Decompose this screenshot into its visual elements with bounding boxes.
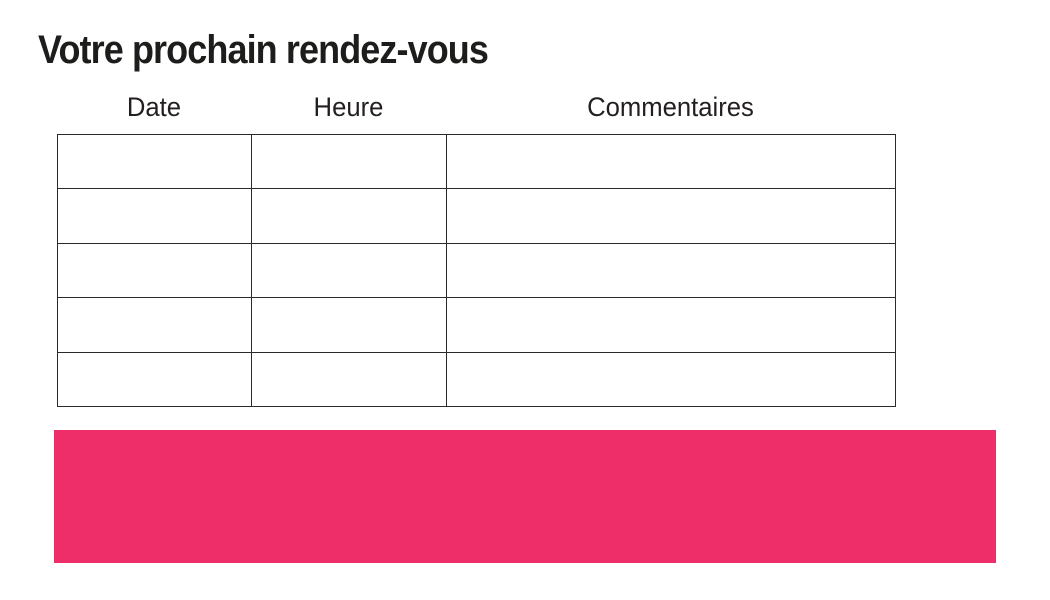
appointments-table bbox=[57, 133, 896, 408]
table-row bbox=[57, 351, 896, 408]
cell-heure bbox=[251, 133, 447, 190]
pink-banner bbox=[54, 430, 996, 563]
table-row bbox=[57, 297, 896, 353]
cell-date bbox=[57, 297, 252, 353]
column-header-commentaires: Commentaires bbox=[587, 92, 754, 122]
page-title: Votre prochain rendez-vous bbox=[38, 28, 489, 72]
table-row bbox=[57, 242, 896, 299]
cell-heure bbox=[251, 351, 447, 408]
cell-date bbox=[57, 133, 252, 190]
column-header-date: Date bbox=[126, 92, 182, 122]
cell-date bbox=[57, 242, 252, 299]
column-header-heure: Heure bbox=[313, 92, 384, 122]
cell-commentaires bbox=[446, 188, 896, 244]
cell-heure bbox=[251, 188, 447, 244]
table-row bbox=[57, 188, 896, 244]
cell-commentaires bbox=[446, 242, 896, 299]
cell-date bbox=[57, 351, 252, 408]
table-row bbox=[57, 133, 896, 190]
cell-heure bbox=[251, 297, 447, 353]
cell-commentaires bbox=[446, 297, 896, 353]
cell-heure bbox=[251, 242, 447, 299]
cell-date bbox=[57, 188, 252, 244]
cell-commentaires bbox=[446, 133, 896, 190]
cell-commentaires bbox=[446, 351, 896, 408]
table-column-headers: Date Heure Commentaires bbox=[57, 92, 895, 123]
